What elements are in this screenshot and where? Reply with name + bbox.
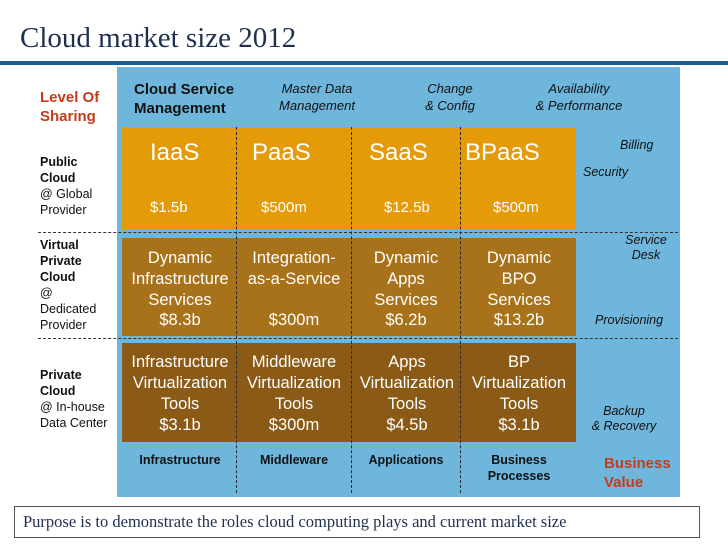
column-divider (351, 127, 352, 493)
cell-dynamic-bpo-services: Dynamic BPO Services (486, 249, 552, 309)
private-cloud-band (122, 343, 576, 442)
cell-infrastructure-virtualization-tools: Infrastructure Virtualization Tools $3.1… (131, 353, 229, 434)
service-label-bpaas: BPaaS (465, 139, 540, 166)
level-of-sharing-label: Level Of Sharing (40, 89, 100, 125)
service-label-iaas: IaaS (150, 139, 200, 166)
page-title: Cloud market size 2012 (20, 22, 297, 54)
public-cloud-band (122, 127, 576, 230)
cell-bp-virtualization-tools: BP Virtualization Tools $3.1b (471, 353, 567, 434)
cell-apps-virtualization-tools: Apps Virtualization Tools $4.5b (359, 353, 455, 434)
business-value-label: Business Value (604, 455, 671, 491)
security-label: Security (583, 165, 629, 179)
market-value: $500m (261, 199, 307, 216)
master-data-management-label: Master Data Management (279, 81, 355, 113)
service-label-paas: PaaS (252, 139, 311, 166)
market-value: $300m (268, 311, 320, 329)
row-label-private-cloud: Private Cloud @ In-house Data Center (40, 368, 108, 430)
column-divider (236, 127, 237, 493)
billing-label: Billing (620, 138, 654, 152)
bottom-label-middleware: Middleware (259, 453, 329, 467)
market-value: $8.3b (159, 311, 201, 329)
service-label-saas: SaaS (369, 139, 428, 166)
service-desk-label: Service Desk (625, 233, 667, 262)
market-value: $12.5b (384, 199, 430, 216)
market-value: $1.5b (150, 199, 188, 216)
cell-dynamic-infrastructure-services: Dynamic Infrastructure Services (131, 249, 229, 309)
availability-performance-label: Availability & Performance (535, 81, 623, 113)
bottom-label-infrastructure: Infrastructure (139, 453, 221, 467)
purpose-caption: Purpose is to demonstrate the roles clou… (14, 506, 700, 538)
cell-dynamic-apps-services: Dynamic Apps Services (373, 249, 439, 309)
market-value: $13.2b (493, 311, 545, 329)
row-label-virtual-private-cloud: Virtual Private Cloud @ Dedicated Provid… (40, 238, 97, 332)
row-divider (38, 232, 678, 233)
cell-middleware-virtualization-tools: Middleware Virtualization Tools $300m (246, 353, 342, 434)
provisioning-label: Provisioning (595, 313, 664, 327)
cell-integration-as-a-service: Integration- as-a-Service (247, 249, 341, 288)
title-underline (0, 61, 728, 65)
row-label-public-cloud: Public Cloud @ Global Provider (40, 155, 93, 217)
market-value: $6.2b (385, 311, 427, 329)
change-config-label: Change & Config (425, 81, 475, 113)
bottom-label-business-processes: Business Processes (487, 453, 551, 483)
virtual-private-cloud-band (122, 238, 576, 336)
row-divider (38, 338, 678, 339)
market-value: $500m (493, 199, 539, 216)
backup-recovery-label: Backup & Recovery (591, 404, 657, 433)
cloud-service-management-label: Cloud Service Management (134, 81, 235, 117)
bottom-label-applications: Applications (368, 453, 444, 467)
column-divider (460, 127, 461, 493)
